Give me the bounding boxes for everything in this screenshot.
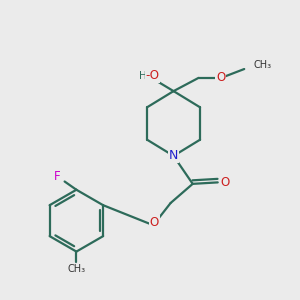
Text: H: H [139, 71, 146, 81]
Text: CH₃: CH₃ [253, 60, 271, 70]
Text: F: F [54, 170, 61, 183]
Text: O: O [216, 71, 225, 84]
Text: O: O [150, 216, 159, 229]
Text: N: N [169, 149, 178, 162]
Text: O: O [220, 176, 230, 189]
Text: CH₃: CH₃ [67, 264, 86, 274]
Text: -O: -O [146, 69, 159, 82]
